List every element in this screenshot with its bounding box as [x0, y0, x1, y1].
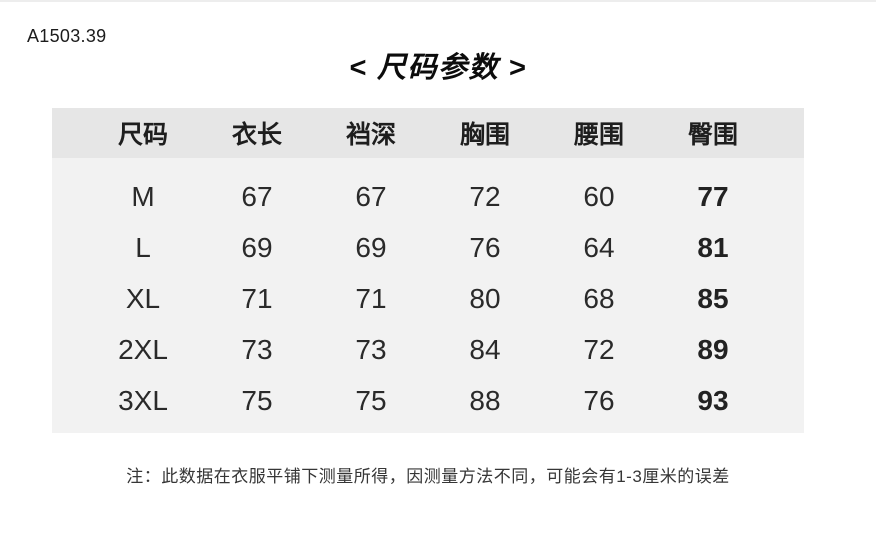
size-label: L [135, 231, 151, 263]
table-cell: 73 [241, 333, 273, 365]
table-cell: 88 [469, 384, 501, 416]
table-body: M 67 67 72 60 77 L 69 69 76 64 81 XL 71 … [52, 158, 804, 433]
table-row: 2XL 73 73 84 72 89 [52, 324, 804, 375]
table-cell: 60 [583, 180, 615, 212]
table-cell: 72 [583, 333, 615, 365]
size-label: 2XL [118, 333, 168, 365]
table-cell: 71 [355, 282, 387, 314]
top-divider-line [0, 0, 876, 2]
table-cell: 68 [583, 282, 615, 314]
size-label: M [131, 180, 155, 212]
table-cell: 72 [469, 180, 501, 212]
table-cell: 77 [697, 180, 729, 212]
table-cell: 75 [355, 384, 387, 416]
table-cell: 71 [241, 282, 273, 314]
size-table: 尺码 衣长 裆深 胸围 腰围 臀围 M 67 67 72 60 77 L 69 … [52, 108, 804, 433]
table-cell: 93 [697, 384, 729, 416]
header-size: 尺码 [117, 121, 168, 149]
table-row: 3XL 75 75 88 76 93 [52, 375, 804, 426]
table-cell: 69 [241, 231, 273, 263]
table-row: M 67 67 72 60 77 [52, 171, 804, 222]
table-cell: 64 [583, 231, 615, 263]
table-cell: 89 [697, 333, 729, 365]
table-cell: 69 [355, 231, 387, 263]
table-cell: 75 [241, 384, 273, 416]
measurement-note: 注：此数据在衣服平铺下测量所得，因测量方法不同，可能会有1-3厘米的误差 [126, 467, 730, 486]
header-bust: 胸围 [459, 121, 510, 149]
table-header-row: 尺码 衣长 裆深 胸围 腰围 臀围 [52, 108, 804, 158]
table-cell: 76 [469, 231, 501, 263]
table-cell: 67 [241, 180, 273, 212]
table-row: XL 71 71 80 68 85 [52, 273, 804, 324]
header-crotch-depth: 裆深 [345, 121, 396, 149]
page-title: < 尺码参数 > [349, 52, 527, 84]
table-cell: 84 [469, 333, 501, 365]
table-cell: 76 [583, 384, 615, 416]
size-label: 3XL [118, 384, 168, 416]
size-label: XL [125, 282, 161, 314]
header-waist: 腰围 [573, 121, 624, 149]
header-hip: 臀围 [687, 121, 738, 149]
table-cell: 81 [697, 231, 729, 263]
product-code: A1503.39 [27, 26, 107, 46]
table-cell: 67 [355, 180, 387, 212]
table-cell: 85 [697, 282, 729, 314]
table-cell: 73 [355, 333, 387, 365]
table-row: L 69 69 76 64 81 [52, 222, 804, 273]
header-garment-length: 衣长 [231, 121, 282, 149]
table-cell: 80 [469, 282, 501, 314]
